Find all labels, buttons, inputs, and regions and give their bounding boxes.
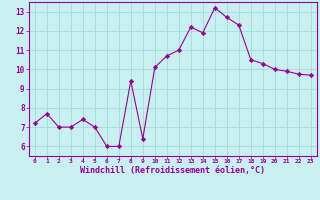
X-axis label: Windchill (Refroidissement éolien,°C): Windchill (Refroidissement éolien,°C): [80, 166, 265, 175]
